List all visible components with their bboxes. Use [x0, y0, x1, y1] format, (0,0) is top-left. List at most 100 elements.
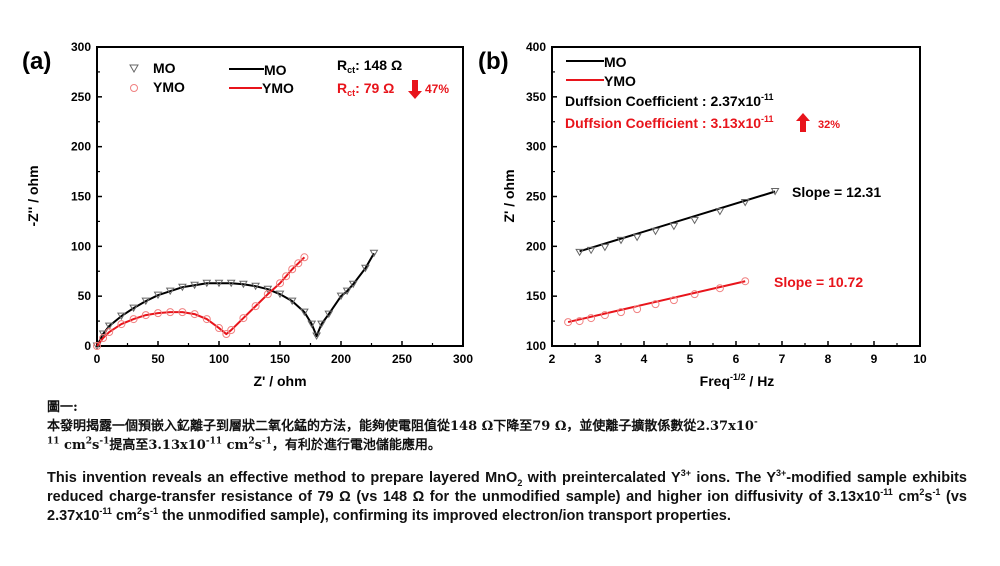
- legend-marker-mo-label: MO: [153, 60, 176, 76]
- fit-line-mo: [96, 252, 375, 347]
- legend-line-mo-label: MO: [264, 62, 287, 78]
- legend-line-ymo-label: YMO: [262, 80, 294, 96]
- data-point-ymo: [564, 318, 573, 327]
- x-tick-label: 300: [453, 352, 473, 366]
- caption-english: This invention reveals an effective meth…: [47, 468, 972, 524]
- data-point-ymo: [276, 279, 284, 288]
- data-point-ymo: [294, 259, 303, 268]
- arrow-down-icon: [408, 80, 422, 99]
- data-point-ymo: [227, 326, 236, 335]
- caption-chinese: 圖一: 本發明揭露一個預嵌入釔離子到層狀二氧化錳的方法，能夠使電阻值從148 Ω…: [47, 398, 967, 455]
- y-tick-labels-a: 0 50 100 150 200 250 300: [71, 40, 91, 353]
- data-point-mo: [600, 243, 610, 252]
- data-point-ymo: [288, 265, 297, 274]
- legend-marker-ymo-label: YMO: [153, 79, 185, 95]
- x-tick-label: 9: [871, 352, 878, 366]
- x-tick-label: 8: [825, 352, 832, 366]
- x-tick-label: 100: [209, 352, 229, 366]
- data-point-ymo: [741, 277, 750, 286]
- data-point-ymo: [154, 309, 162, 318]
- y-tick-labels-b: 100 150 200 250 300 350 400: [526, 40, 546, 353]
- x-tick-label: 3: [595, 352, 602, 366]
- x-axis-label-b: Freq-1/2 / Hz: [700, 372, 775, 389]
- data-point-mo: [575, 248, 584, 257]
- data-point-ymo: [99, 334, 108, 343]
- x-tick-label: 200: [331, 352, 351, 366]
- data-point-ymo: [715, 284, 724, 293]
- x-tick-label: 10: [913, 352, 927, 366]
- y-tick-label: 350: [526, 90, 546, 104]
- data-point-mo: [153, 291, 163, 300]
- data-point-mo: [104, 322, 114, 331]
- data-point-ymo: [690, 290, 699, 299]
- y-tick-label: 200: [71, 140, 91, 154]
- data-point-ymo: [575, 317, 584, 326]
- legend-line-ymo-b-label: YMO: [604, 73, 636, 89]
- figure-label: 圖一:: [47, 400, 78, 415]
- data-point-mo: [239, 280, 248, 289]
- data-point-ymo: [202, 315, 211, 324]
- fit-line-ymo: [567, 280, 746, 324]
- data-point-mo: [178, 283, 187, 292]
- data-point-mo: [369, 249, 379, 258]
- data-point-mo: [117, 312, 126, 321]
- fit-line-mo: [579, 190, 776, 253]
- data-point-mo: [275, 290, 285, 299]
- data-point-ymo: [222, 330, 231, 339]
- data-point-ymo: [651, 300, 660, 309]
- data-point-mo: [348, 280, 358, 289]
- legend-b: MO YMO: [566, 54, 636, 89]
- y-tick-label: 100: [71, 239, 91, 253]
- data-point-mo: [226, 279, 236, 288]
- rct-mo: Rct: 148 Ω: [337, 57, 402, 75]
- data-point-ymo: [93, 342, 101, 350]
- slope-ymo: Slope = 10.72: [774, 274, 863, 290]
- data-point-ymo: [282, 272, 291, 281]
- data-point-mo: [669, 222, 679, 231]
- y-tick-label: 150: [526, 289, 546, 303]
- diffusion-ymo: Duffsion Coefficient : 3.13x10-11: [565, 114, 774, 131]
- data-point-ymo: [166, 308, 175, 317]
- legend-marker-mo-icon: [129, 64, 139, 74]
- y-tick-label: 250: [71, 90, 91, 104]
- x-axis-label-a: Z' / ohm: [253, 373, 306, 389]
- x-tick-label: 50: [151, 352, 165, 366]
- data-point-ymo: [215, 324, 223, 333]
- data-point-ymo: [141, 311, 150, 320]
- diffusion-mo: Duffsion Coefficient : 2.37x10-11: [565, 92, 774, 109]
- data-point-mo: [324, 310, 334, 319]
- x-tick-label: 0: [94, 352, 101, 366]
- ticks-a: [96, 46, 464, 347]
- arrow-up-icon: [796, 113, 810, 132]
- data-point-mo: [202, 279, 212, 288]
- data-point-mo: [300, 308, 309, 317]
- data-point-mo: [98, 330, 108, 339]
- data-point-mo: [165, 287, 175, 296]
- rct-change: 47%: [425, 82, 449, 96]
- x-tick-label: 4: [641, 352, 648, 366]
- figure: (a) 0 50 100 150 200 250 300 05010015020025030…: [22, 40, 927, 389]
- data-point-ymo: [239, 314, 248, 323]
- data-point-mo: [251, 282, 260, 291]
- data-point-mo: [342, 287, 352, 296]
- y-tick-label: 400: [526, 40, 546, 54]
- legend-line-mo-b-label: MO: [604, 54, 627, 70]
- rct-ymo: Rct: 79 Ω: [337, 80, 394, 98]
- data-point-ymo: [300, 253, 309, 262]
- data-point-mo: [141, 297, 151, 306]
- data-point-ymo: [633, 305, 642, 314]
- data-point-mo: [740, 198, 750, 207]
- data-point-mo: [770, 188, 780, 196]
- y-tick-label: 300: [526, 140, 546, 154]
- data-point-ymo: [587, 314, 596, 323]
- data-point-ymo: [105, 328, 114, 337]
- data-point-mo: [336, 292, 346, 301]
- data-point-mo: [690, 216, 699, 225]
- data-point-mo: [190, 281, 199, 290]
- y-tick-label: 0: [84, 339, 91, 353]
- data-point-ymo: [251, 302, 260, 311]
- x-tick-label: 150: [270, 352, 290, 366]
- series-a: [92, 249, 379, 350]
- data-point-ymo: [263, 290, 272, 299]
- data-point-mo: [263, 285, 273, 294]
